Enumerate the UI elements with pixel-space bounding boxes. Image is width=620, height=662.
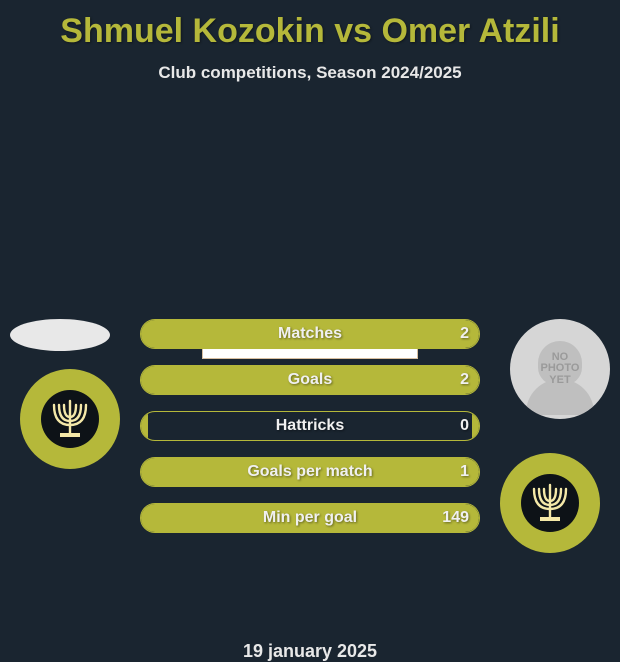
club-badge-right <box>500 453 600 553</box>
stat-value-right: 2 <box>460 320 469 348</box>
menorah-icon <box>40 389 100 449</box>
player-photo-right: NO PHOTO YET <box>510 319 610 419</box>
stat-row: Goals per match1 <box>140 457 480 487</box>
stat-value-right: 1 <box>460 458 469 486</box>
menorah-icon <box>520 473 580 533</box>
stat-value-right: 0 <box>460 412 469 440</box>
player-photo-left <box>10 319 110 351</box>
subtitle: Club competitions, Season 2024/2025 <box>0 63 620 83</box>
stat-bars: Matches2Goals2Hattricks0Goals per match1… <box>140 319 480 549</box>
stat-value-right: 2 <box>460 366 469 394</box>
page-title: Shmuel Kozokin vs Omer Atzili <box>0 0 620 51</box>
stat-label: Hattricks <box>141 412 479 440</box>
stat-row: Min per goal149 <box>140 503 480 533</box>
comparison-area: NO PHOTO YET Matches2Goals2Hattricks0Goa… <box>0 319 620 619</box>
no-photo-label: NO PHOTO YET <box>541 352 580 387</box>
stat-label: Min per goal <box>141 504 479 532</box>
stat-label: Goals <box>141 366 479 394</box>
stat-label: Matches <box>141 320 479 348</box>
stat-label: Goals per match <box>141 458 479 486</box>
date: 19 january 2025 <box>0 641 620 662</box>
stat-row: Goals2 <box>140 365 480 395</box>
stat-row: Matches2 <box>140 319 480 349</box>
stat-value-right: 149 <box>442 504 469 532</box>
club-badge-left <box>20 369 120 469</box>
stat-row: Hattricks0 <box>140 411 480 441</box>
